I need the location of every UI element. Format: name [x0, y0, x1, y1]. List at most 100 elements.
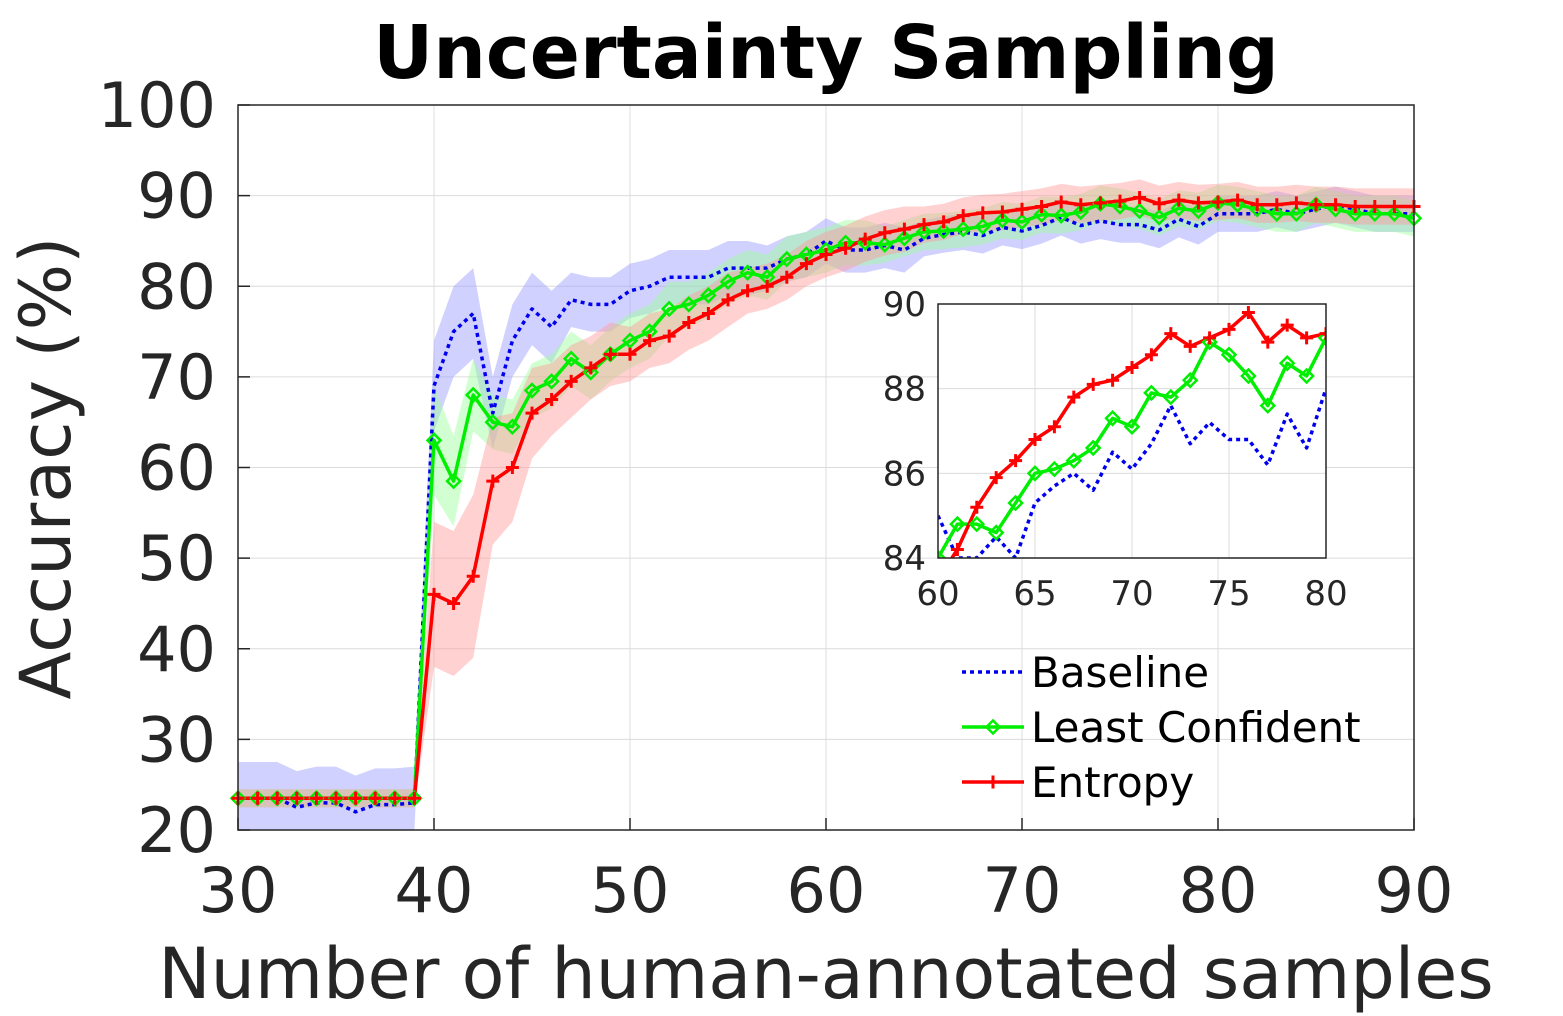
- inset-entropy-point: [1028, 432, 1042, 446]
- least-confident-point: [504, 418, 521, 435]
- entropy-point: [643, 334, 657, 348]
- inset-entropy-point: [1164, 327, 1178, 341]
- inset-least-confident-point: [1317, 329, 1326, 347]
- inset-frame: [937, 303, 1327, 559]
- least-confident-point: [1248, 200, 1266, 218]
- least-confident-point: [445, 472, 462, 490]
- x-tick-label: 30: [199, 854, 278, 927]
- entropy-point: [407, 791, 421, 805]
- entropy-point: [525, 406, 539, 420]
- inset-entropy-point: [1241, 305, 1255, 319]
- least-confident-point: [1288, 205, 1305, 223]
- entropy-point: [937, 215, 951, 229]
- entropy-point: [623, 347, 637, 361]
- entropy-point: [760, 279, 774, 293]
- inset-entropy-point: [1047, 420, 1061, 434]
- entropy-point: [1152, 197, 1166, 211]
- entropy-point: [309, 791, 323, 805]
- entropy-point: [1113, 194, 1127, 208]
- entropy-point: [388, 791, 402, 805]
- entropy-point: [1231, 193, 1245, 207]
- legend-least-confident-label: Least Confident: [1031, 703, 1361, 752]
- legend-baseline-label: Baseline: [1031, 648, 1209, 697]
- least-confident-point: [1386, 205, 1403, 223]
- inset-least-confident-point: [949, 515, 966, 533]
- inset-y-tick-label: 88: [883, 370, 926, 410]
- y-tick-label: 90: [137, 160, 216, 233]
- inset-least-confident-point: [1026, 465, 1044, 482]
- entropy-point: [799, 257, 813, 271]
- least-confident-point: [621, 332, 639, 349]
- inset-zoom-plot: 60 65 70 75 80 84 86 88 90: [883, 285, 1348, 614]
- inset-entropy-point: [1203, 331, 1217, 345]
- least-confident-point: [1033, 206, 1050, 223]
- least-confident-point: [778, 250, 796, 268]
- least-confident-point: [876, 236, 894, 253]
- entropy-point: [839, 241, 853, 255]
- entropy-point: [1035, 200, 1049, 213]
- entropy-point: [878, 226, 892, 240]
- entropy-point: [427, 587, 441, 601]
- inset-least-confident-point: [1007, 494, 1024, 512]
- entropy-point: [349, 791, 363, 805]
- entropy-point: [1270, 198, 1284, 212]
- least-confident-point: [464, 386, 482, 404]
- entropy-point: [505, 461, 519, 474]
- inset-axis-ticks: 60 65 70 75 80 84 86 88 90: [883, 285, 1348, 614]
- inset-x-tick-label: 80: [1304, 574, 1347, 614]
- inset-entropy-point: [1067, 390, 1081, 404]
- entropy-point: [956, 209, 970, 223]
- least-confident-point: [523, 382, 541, 399]
- entropy-point: [603, 347, 617, 361]
- inset-least-confident-point: [1259, 397, 1277, 414]
- least-confident-point: [582, 364, 600, 381]
- least-confident-point: [896, 229, 913, 247]
- entropy-point: [564, 374, 578, 388]
- inset-least-confident-point: [1104, 410, 1121, 427]
- inset-entropy-point: [970, 500, 984, 514]
- inset-least-confident-point: [938, 549, 947, 558]
- least-confident-point: [994, 211, 1011, 229]
- entropy-point: [486, 474, 500, 488]
- least-confident-point: [1366, 205, 1384, 223]
- inset-y-tick-label: 84: [883, 539, 926, 579]
- least-confident-point: [739, 264, 756, 281]
- inset-least-confident-point: [987, 524, 1005, 541]
- least-confident-point: [974, 218, 992, 235]
- baseline-line: [238, 202, 1414, 814]
- inset-entropy-point: [1280, 318, 1294, 332]
- inset-entropy-point: [1222, 322, 1236, 336]
- least-confident-point: [1229, 196, 1246, 213]
- least-confident-point: [1072, 203, 1090, 221]
- legend-least-confident-marker: [984, 718, 1002, 736]
- y-tick-label: 60: [137, 432, 216, 505]
- inset-least-confident-point: [1181, 371, 1199, 389]
- y-tick-label: 20: [137, 794, 216, 867]
- least-confident-point: [1170, 200, 1188, 217]
- inset-least-confident-line: [938, 337, 1326, 558]
- inset-least-confident-point: [1046, 460, 1063, 478]
- least-confident-point: [954, 220, 972, 238]
- inset-least-confident-point: [968, 515, 986, 533]
- inset-entropy-point: [1009, 454, 1023, 468]
- inset-entropy-point: [1319, 327, 1326, 341]
- entropy-point: [466, 569, 480, 583]
- least-confident-point: [680, 296, 698, 313]
- inset-least-confident-point: [1220, 346, 1238, 364]
- least-confident-point: [700, 287, 717, 304]
- entropy-point: [290, 791, 304, 805]
- entropy-point: [368, 791, 382, 805]
- inset-y-tick-label: 86: [883, 454, 926, 494]
- entropy-point: [1172, 193, 1186, 207]
- entropy-point: [701, 306, 715, 320]
- entropy-point: [858, 232, 872, 246]
- entropy-point: [741, 284, 755, 298]
- y-tick-label: 100: [98, 69, 216, 142]
- inset-least-confident-point: [1278, 354, 1296, 372]
- inset-x-tick-label: 65: [1013, 574, 1056, 614]
- main-series-markers: [229, 190, 1423, 807]
- entropy-point: [251, 791, 265, 805]
- least-confident-point: [719, 273, 737, 290]
- legend-entropy-marker: [986, 775, 1000, 789]
